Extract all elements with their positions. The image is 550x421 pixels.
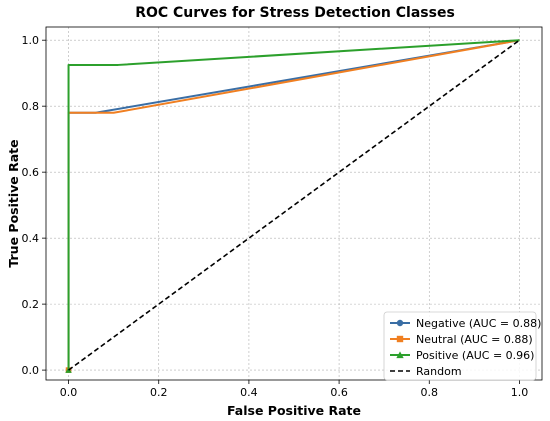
legend-label-2: Positive (AUC = 0.96)	[416, 349, 534, 362]
y-tick-label-4: 0.8	[22, 100, 40, 113]
series-lines	[65, 39, 520, 373]
legend-marker-1	[396, 335, 404, 343]
y-tick-label-1: 0.2	[22, 298, 40, 311]
legend-label-1: Neutral (AUC = 0.88)	[416, 333, 533, 346]
series-line-3	[68, 39, 520, 371]
x-tick-label-2: 0.4	[240, 386, 258, 399]
axis-ticks: 0.0 0.2 0.4 0.6 0.8 1.0 0.0 0.2 0.4 0.6 0.8 1.0	[22, 34, 529, 399]
legend-label-3: Random	[416, 365, 462, 378]
x-tick-label-1: 0.2	[150, 386, 168, 399]
series-line-2	[67, 39, 520, 371]
y-axis-label: True Positive Rate	[6, 139, 21, 267]
legend-marker-0	[396, 319, 404, 327]
x-tick-label-4: 0.8	[421, 386, 439, 399]
y-tick-label-5: 1.0	[22, 34, 40, 47]
chart-title: ROC Curves for Stress Detection Classes	[135, 5, 455, 21]
legend-label-0: Negative (AUC = 0.88)	[416, 317, 541, 330]
plot-frame	[45, 26, 543, 381]
y-tick-label-0: 0.0	[22, 364, 40, 377]
x-axis-label: False Positive Rate	[227, 403, 361, 418]
x-tick-label-5: 1.0	[511, 386, 529, 399]
x-tick-label-0: 0.0	[60, 386, 78, 399]
legend-box	[383, 311, 537, 381]
legend-marker-2	[396, 351, 404, 359]
x-tick-label-3: 0.6	[330, 386, 348, 399]
legend: Negative (AUC = 0.88) Neutral (AUC = 0.88…	[383, 311, 541, 381]
y-tick-label-3: 0.6	[22, 166, 40, 179]
y-tick-label-2: 0.4	[22, 232, 40, 245]
